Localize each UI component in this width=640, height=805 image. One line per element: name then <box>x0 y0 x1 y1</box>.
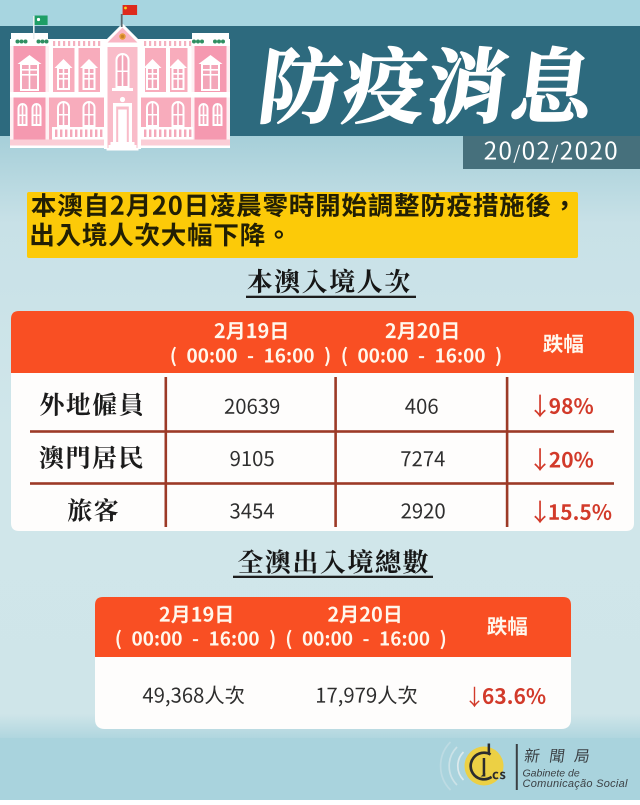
svg-text:Comunicação Social: Comunicação Social <box>523 778 629 790</box>
svg-text:Gabinete de: Gabinete de <box>523 768 580 780</box>
